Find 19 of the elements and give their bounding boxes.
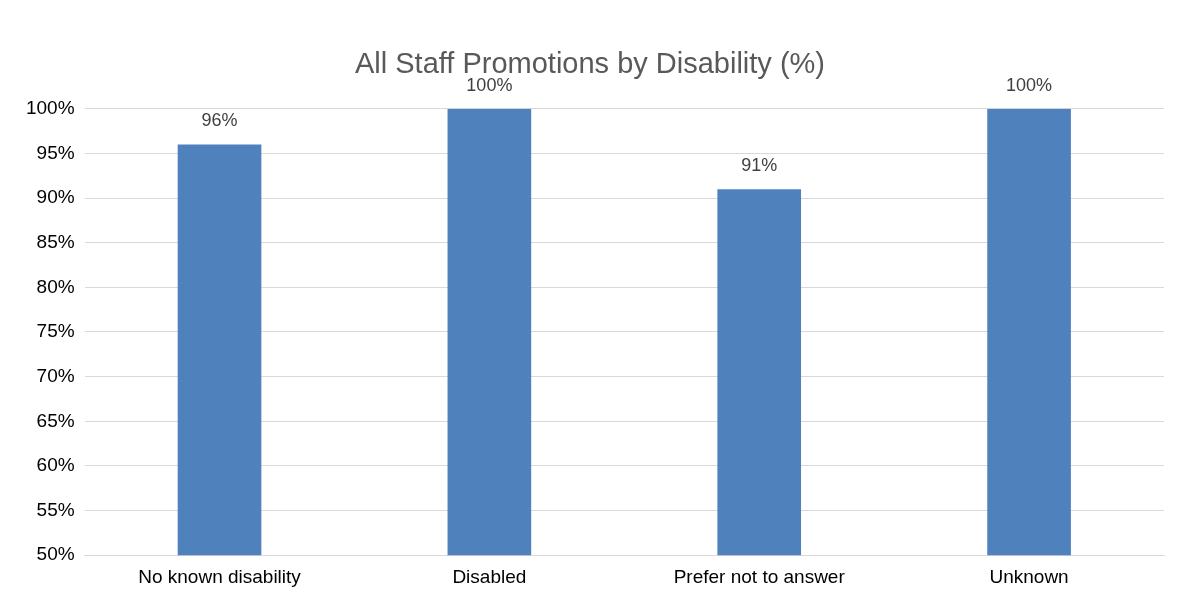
data-label: 96% xyxy=(201,110,238,131)
y-tick-label: 100% xyxy=(25,97,75,119)
y-tick-label: 55% xyxy=(36,498,75,520)
y-tick-label: 60% xyxy=(36,454,75,476)
x-tick-label: Disabled xyxy=(452,565,527,587)
y-tick-label: 65% xyxy=(36,409,75,431)
y-tick-label: 70% xyxy=(36,364,75,386)
y-tick-label: 75% xyxy=(36,320,75,342)
y-tick-label: 95% xyxy=(36,141,75,163)
data-label: 91% xyxy=(741,155,778,176)
data-label: 100% xyxy=(466,74,513,95)
x-tick-label: Prefer not to answer xyxy=(673,565,846,587)
data-label: 100% xyxy=(1006,74,1053,95)
y-tick-label: 90% xyxy=(36,186,75,208)
y-tick-label: 80% xyxy=(36,275,75,297)
y-tick-label: 85% xyxy=(36,230,75,252)
x-tick-label: No known disability xyxy=(138,565,302,587)
y-tick-label: 50% xyxy=(36,543,75,565)
x-tick-label: Unknown xyxy=(989,565,1069,587)
